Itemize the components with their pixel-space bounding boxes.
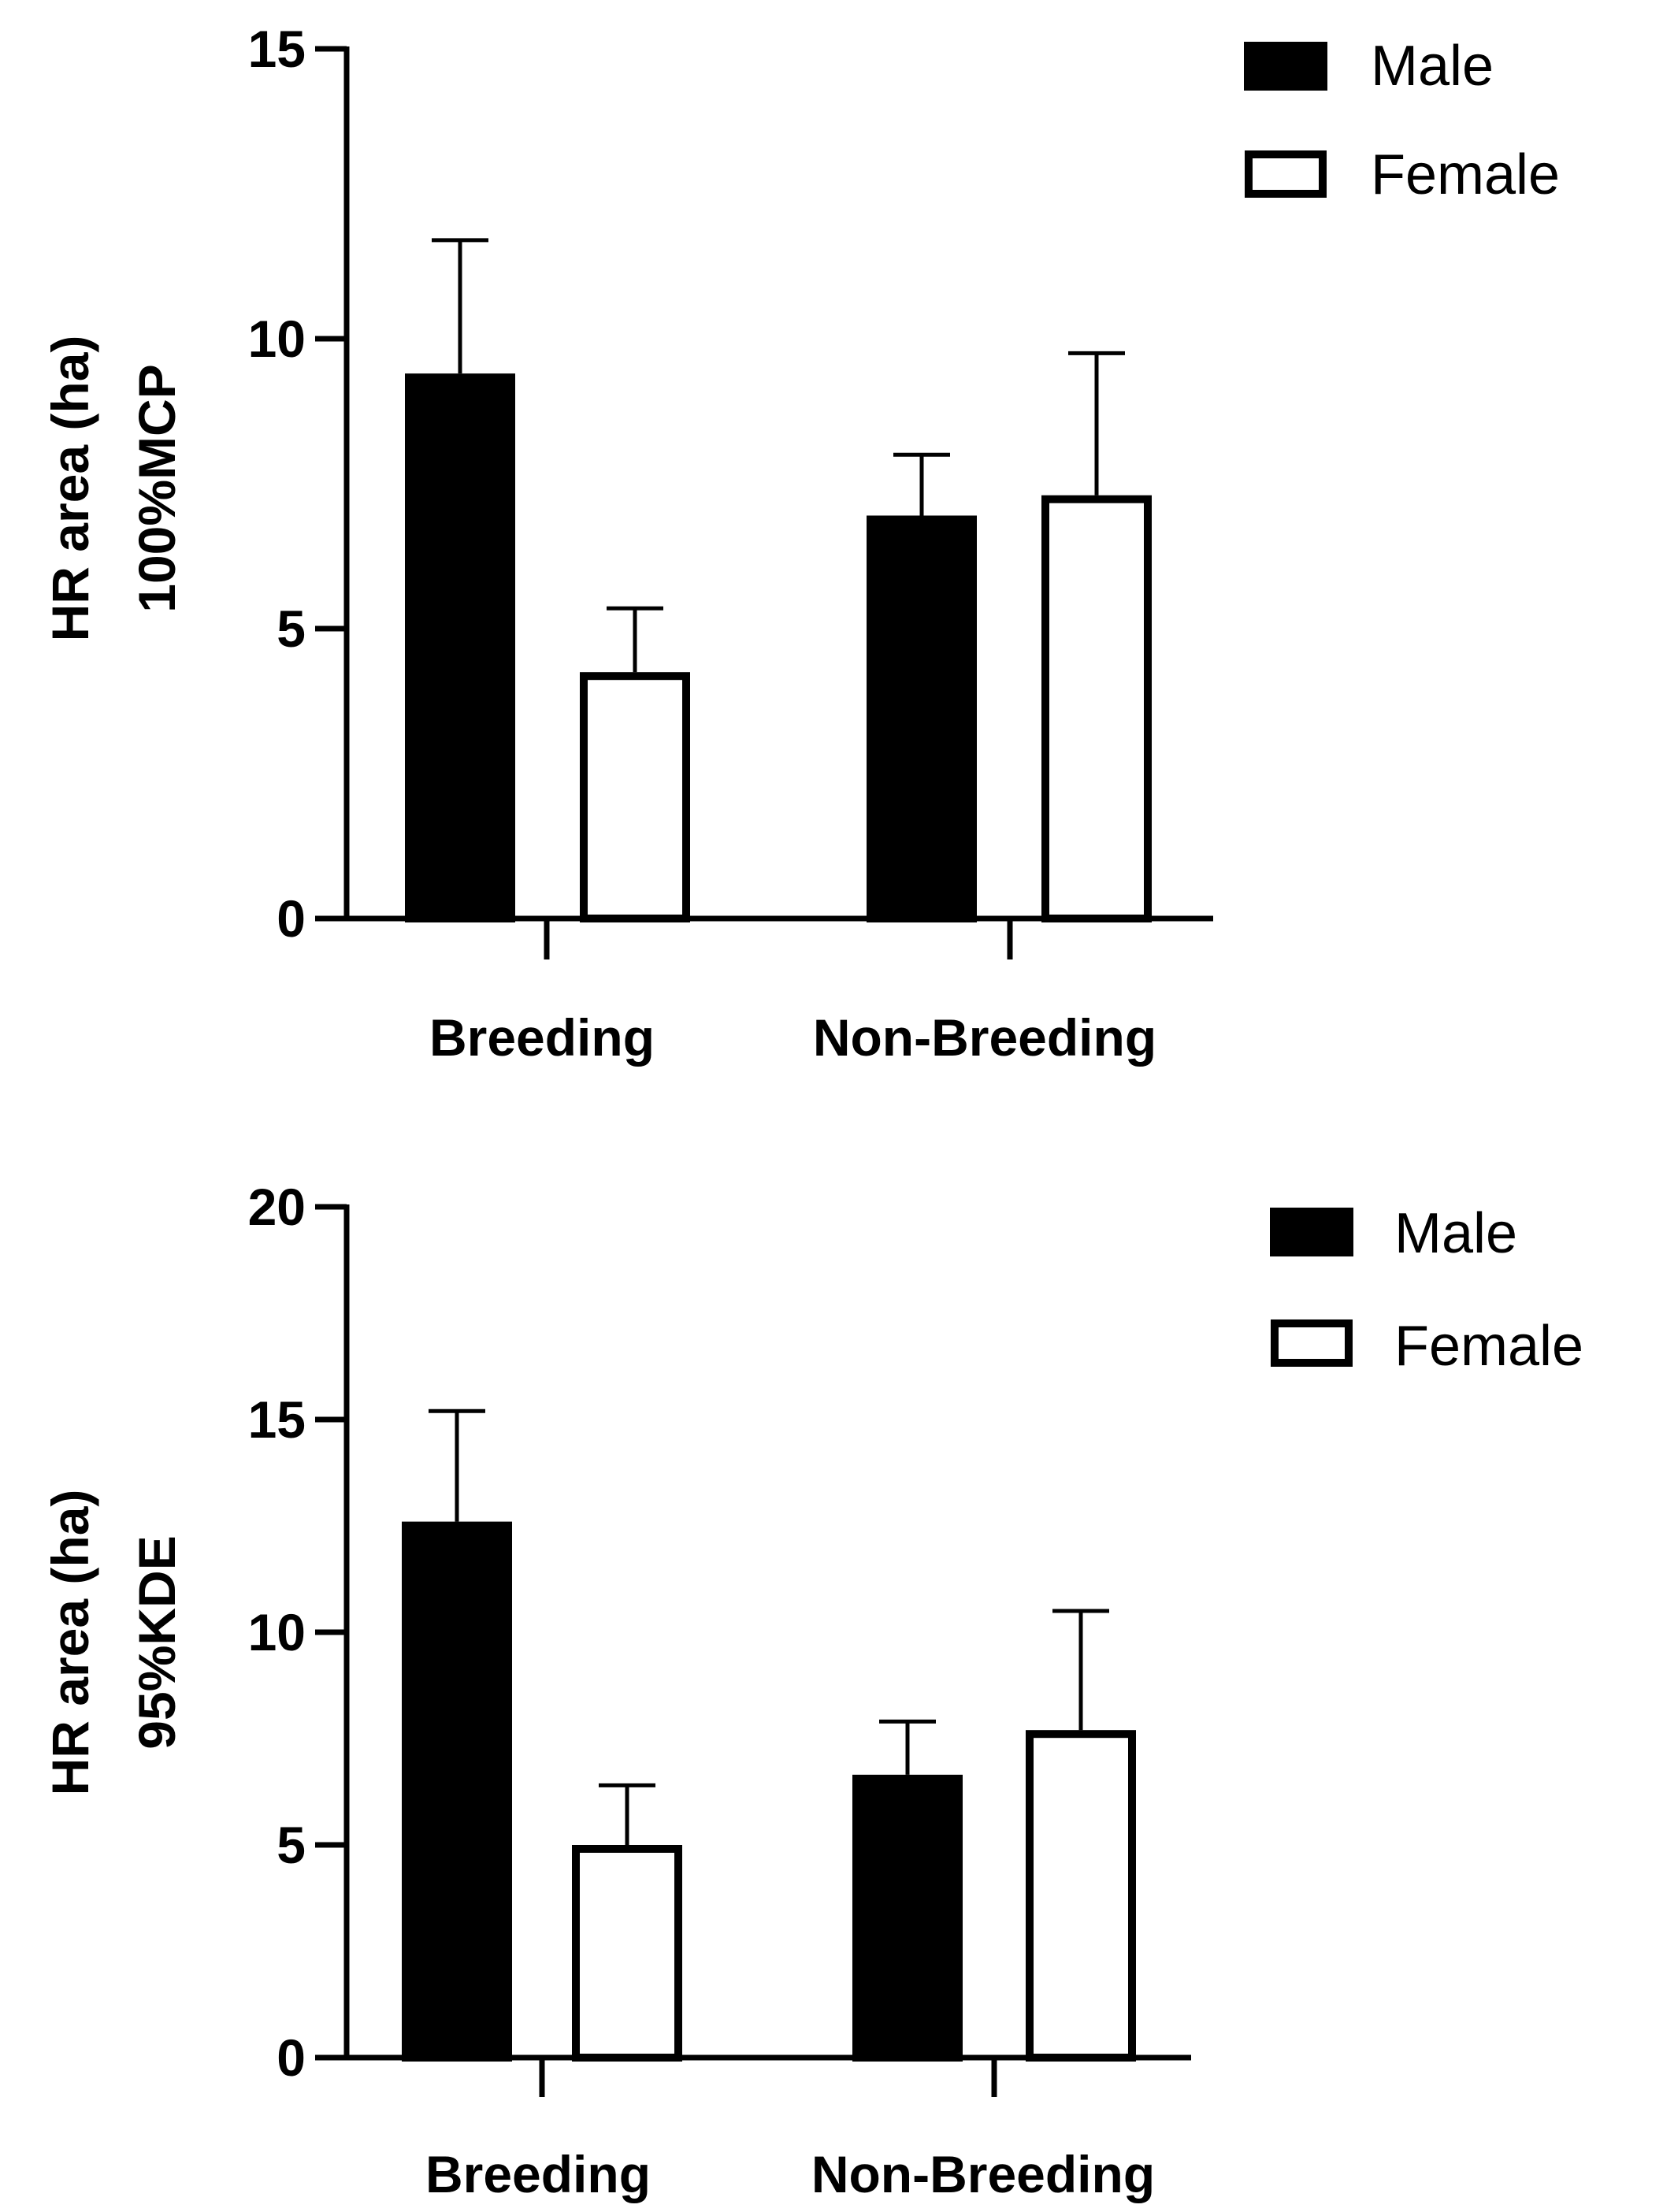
legend-label-female: Female <box>1394 1315 1583 1378</box>
y-tick-label-5: 5 <box>277 599 306 658</box>
panel-95-kde: 0 5 10 15 20 Breeding Non-Breeding HR area (… <box>41 1178 1583 2203</box>
y-tick-label-20: 20 <box>248 1178 306 1236</box>
legend-swatch-female <box>1271 1319 1353 1367</box>
bar-male-breeding <box>405 373 515 923</box>
legend-panel-1: Male Female <box>1244 35 1560 206</box>
bar-female-breeding <box>572 1845 682 2062</box>
y-axis-title-line-1: HR area (ha) <box>41 336 99 642</box>
bar-male-breeding <box>402 1521 512 2062</box>
y-tick-label-15: 15 <box>248 20 306 78</box>
bar-female-non-breeding <box>1041 495 1152 922</box>
y-tick-label-10: 10 <box>248 1603 306 1661</box>
y-axis-title-line-2: 100%MCP <box>128 364 186 612</box>
y-ticks-panel-2: 0 5 10 15 20 <box>248 1178 347 2087</box>
x-tick-label-breeding: Breeding <box>429 1008 655 1067</box>
y-tick-label-0: 0 <box>277 2028 306 2087</box>
legend-label-female: Female <box>1371 143 1560 206</box>
x-tick-label-breeding: Breeding <box>425 2145 651 2203</box>
y-tick-label-10: 10 <box>248 310 306 368</box>
legend-label-male: Male <box>1394 1202 1517 1265</box>
errorbars-panel-1 <box>432 238 1125 673</box>
bars-panel-1 <box>405 373 1152 923</box>
panel-100-mcp: 0 5 10 15 Breeding Non-Breeding HR area (ha… <box>41 20 1560 1067</box>
errorbars-panel-2 <box>429 1408 1109 1845</box>
bar-male-non-breeding <box>867 515 977 922</box>
bar-female-non-breeding <box>1026 1730 1136 2062</box>
legend-label-male: Male <box>1371 35 1494 98</box>
axes-panel-1 <box>343 46 1213 959</box>
y-axis-title-line-2: 95%KDE <box>128 1535 186 1749</box>
legend-swatch-male <box>1270 1208 1353 1256</box>
x-tick-label-non-breeding: Non-Breeding <box>811 2145 1155 2203</box>
y-axis-title-line-1: HR area (ha) <box>41 1490 99 1796</box>
bars-panel-2 <box>402 1521 1136 2062</box>
bar-male-non-breeding <box>852 1774 963 2062</box>
x-tick-label-non-breeding: Non-Breeding <box>813 1008 1156 1067</box>
y-ticks-panel-1: 0 5 10 15 <box>248 20 347 948</box>
y-tick-label-5: 5 <box>277 1816 306 1874</box>
bar-female-breeding <box>580 672 690 922</box>
legend-swatch-female <box>1245 150 1327 198</box>
legend-panel-2: Male Female <box>1270 1202 1583 1378</box>
legend-swatch-male <box>1244 42 1327 91</box>
y-tick-label-15: 15 <box>248 1390 306 1449</box>
y-tick-label-0: 0 <box>277 889 306 948</box>
